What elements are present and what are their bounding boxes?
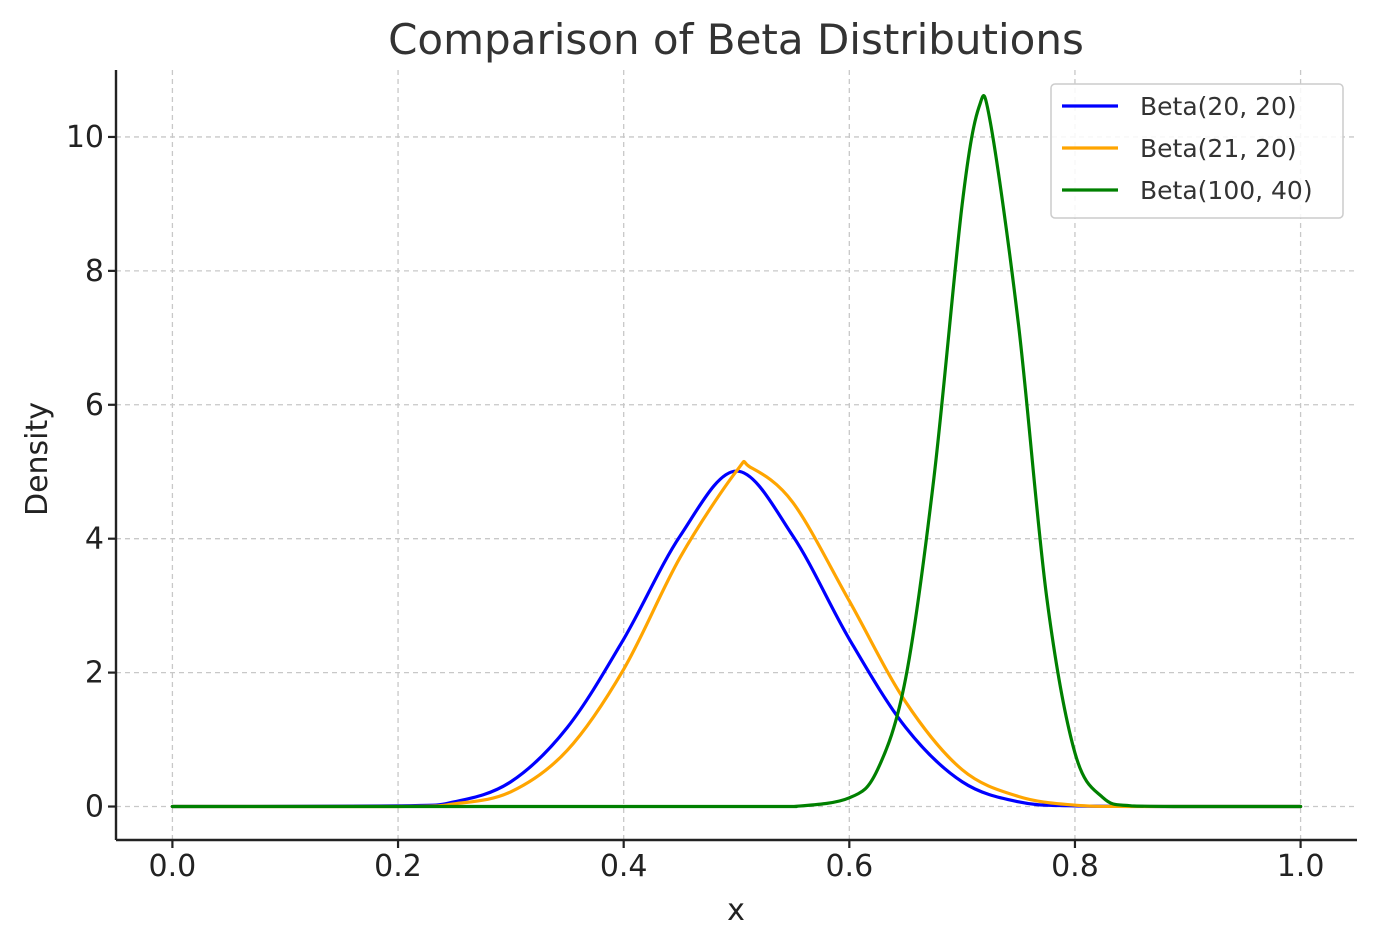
y-tick-label: 0 bbox=[85, 790, 104, 825]
x-tick-label: 0.0 bbox=[149, 849, 197, 884]
y-tick-label: 6 bbox=[85, 388, 104, 423]
x-tick-label: 0.2 bbox=[374, 849, 422, 884]
x-tick-label: 0.6 bbox=[825, 849, 873, 884]
ticks-layer: 0.0 0.2 0.4 0.6 0.8 1.0 0 2 4 6 8 10 bbox=[66, 120, 1325, 884]
y-tick-label: 10 bbox=[66, 120, 104, 155]
y-tick-label: 4 bbox=[85, 522, 104, 557]
legend-label-beta-100-40: Beta(100, 40) bbox=[1140, 176, 1313, 205]
chart-title: Comparison of Beta Distributions bbox=[388, 15, 1084, 64]
axes-layer bbox=[114, 70, 1357, 842]
legend-label-beta-21-20: Beta(21, 20) bbox=[1140, 134, 1297, 163]
legend-label-beta-20-20: Beta(20, 20) bbox=[1140, 92, 1297, 121]
x-tick-label: 1.0 bbox=[1277, 849, 1325, 884]
legend-frame bbox=[1050, 83, 1344, 219]
series-line-beta-100-40 bbox=[170, 94, 1303, 809]
y-axis-label: Density bbox=[20, 402, 55, 516]
x-tick-label: 0.8 bbox=[1051, 849, 1099, 884]
y-tick-label: 2 bbox=[85, 656, 104, 691]
series-layer bbox=[170, 94, 1303, 809]
series-line-beta-21-20 bbox=[170, 459, 1303, 809]
series-line-beta-20-20 bbox=[170, 469, 1303, 809]
x-tick-label: 0.4 bbox=[600, 849, 648, 884]
legend: Beta(20, 20) Beta(21, 20) Beta(100, 40) bbox=[1050, 83, 1344, 219]
y-tick-label: 8 bbox=[85, 254, 104, 289]
x-axis-label: x bbox=[727, 893, 745, 928]
